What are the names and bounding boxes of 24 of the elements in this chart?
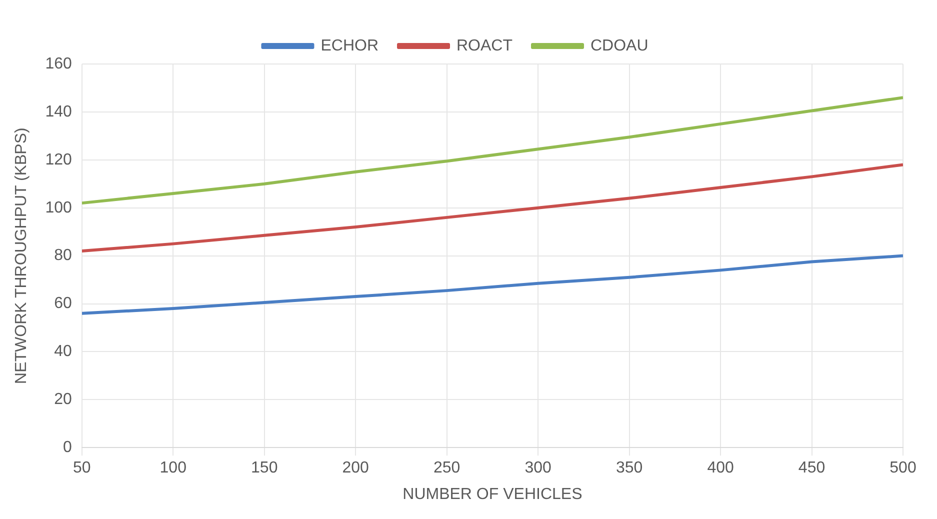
x-axis-title: NUMBER OF VEHICLES xyxy=(402,486,582,503)
x-tick-label: 300 xyxy=(524,460,552,477)
x-tick-label: 50 xyxy=(72,460,91,477)
y-tick-label: 60 xyxy=(54,295,72,312)
y-tick-label: 80 xyxy=(54,247,72,264)
legend-label: CDOAU xyxy=(590,37,648,54)
y-tick-label: 0 xyxy=(62,439,72,456)
y-tick-label: 100 xyxy=(45,199,72,216)
x-tick-label: 450 xyxy=(798,460,826,477)
y-axis-title: NETWORK THROUGHPUT (KBPS) xyxy=(13,128,30,384)
x-tick-label: 400 xyxy=(707,460,734,477)
y-tick-label: 120 xyxy=(45,151,72,168)
legend-label: ROACT xyxy=(456,37,513,54)
x-tick-label: 100 xyxy=(160,460,187,477)
y-tick-label: 40 xyxy=(54,343,72,360)
y-tick-label: 160 xyxy=(45,55,72,72)
y-tick-label: 20 xyxy=(54,391,72,408)
legend-label: ECHOR xyxy=(320,37,378,54)
x-tick-label: 500 xyxy=(890,460,916,477)
y-tick-label: 140 xyxy=(45,103,72,120)
x-tick-label: 150 xyxy=(251,460,278,477)
x-tick-label: 350 xyxy=(616,460,643,477)
x-tick-label: 250 xyxy=(433,460,460,477)
x-tick-label: 200 xyxy=(342,460,370,477)
